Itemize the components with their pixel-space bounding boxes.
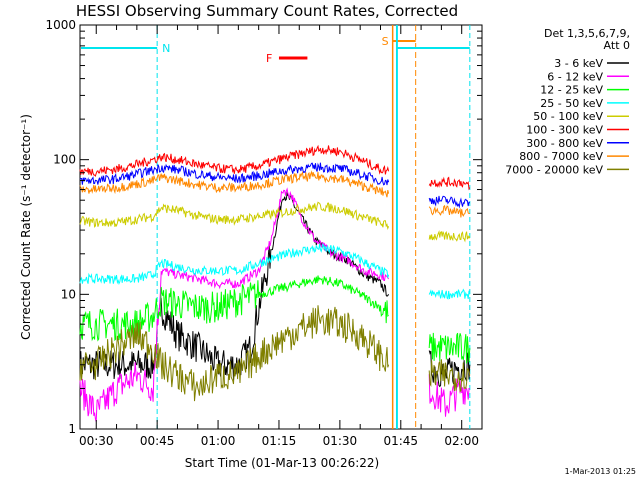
series-layer	[79, 144, 471, 422]
series-line-4	[79, 201, 390, 231]
series-line-5	[428, 176, 471, 191]
x-tick-label: 01:00	[201, 434, 236, 448]
x-tick-label: 00:45	[140, 434, 175, 448]
y-tick-label: 1000	[45, 18, 76, 32]
series-line-1	[79, 187, 390, 422]
y-tick-label: 100	[53, 153, 76, 167]
y-axis: 1 10 100 1000	[45, 18, 482, 436]
series-line-1	[428, 374, 470, 417]
x-axis-label: Start Time (01-Mar-13 00:26:22)	[185, 456, 379, 470]
legend-label: 12 - 25 keV	[540, 84, 603, 97]
annotation-lines	[81, 25, 471, 429]
series-line-6	[428, 195, 470, 209]
series-line-5	[79, 144, 390, 177]
legend-header-line-1: Det 1,3,5,6,7,9,	[544, 27, 630, 40]
annotation-labels: N F S	[162, 35, 389, 65]
footer-timestamp: 1-Mar-2013 01:25	[565, 467, 636, 476]
legend-label: 50 - 100 keV	[533, 110, 603, 123]
legend-label: 300 - 800 keV	[526, 137, 603, 150]
night-label: N	[162, 42, 170, 55]
y-tick-label: 1	[68, 422, 76, 436]
x-tick-label: 00:30	[79, 434, 114, 448]
legend-label: 800 - 7000 keV	[519, 150, 603, 163]
legend-label: 100 - 300 keV	[526, 124, 603, 137]
legend-label: 3 - 6 keV	[554, 57, 603, 70]
flare-label: F	[266, 52, 272, 65]
chart-title: HESSI Observing Summary Count Rates, Cor…	[76, 2, 458, 20]
series-line-4	[428, 230, 471, 243]
x-tick-label: 01:15	[262, 434, 297, 448]
y-axis-label: Corrected Count Rate (s⁻¹ detector⁻¹)	[19, 114, 33, 340]
x-axis: 00:30 00:45 01:00 01:15 01:30 01:45 02:00	[79, 25, 483, 448]
legend-label: 7000 - 20000 keV	[505, 163, 603, 176]
series-line-8	[428, 359, 471, 393]
x-tick-label: 01:30	[323, 434, 358, 448]
series-line-6	[79, 162, 390, 186]
series-line-2	[428, 332, 471, 364]
plot-frame	[79, 24, 483, 430]
series-line-7	[79, 170, 390, 198]
legend-label: 25 - 50 keV	[540, 97, 603, 110]
legend-header-line-2: Att 0	[604, 39, 630, 52]
legend-label: 6 - 12 keV	[547, 70, 603, 83]
plot-area: N F S	[79, 24, 483, 430]
y-tick-label: 10	[61, 287, 76, 301]
series-line-3	[428, 288, 471, 300]
x-tick-label: 02:00	[444, 434, 479, 448]
saa-label: S	[382, 35, 389, 48]
x-tick-label: 01:45	[383, 434, 418, 448]
series-line-3	[79, 243, 390, 285]
series-line-8	[79, 305, 390, 402]
series-line-7	[428, 204, 470, 218]
